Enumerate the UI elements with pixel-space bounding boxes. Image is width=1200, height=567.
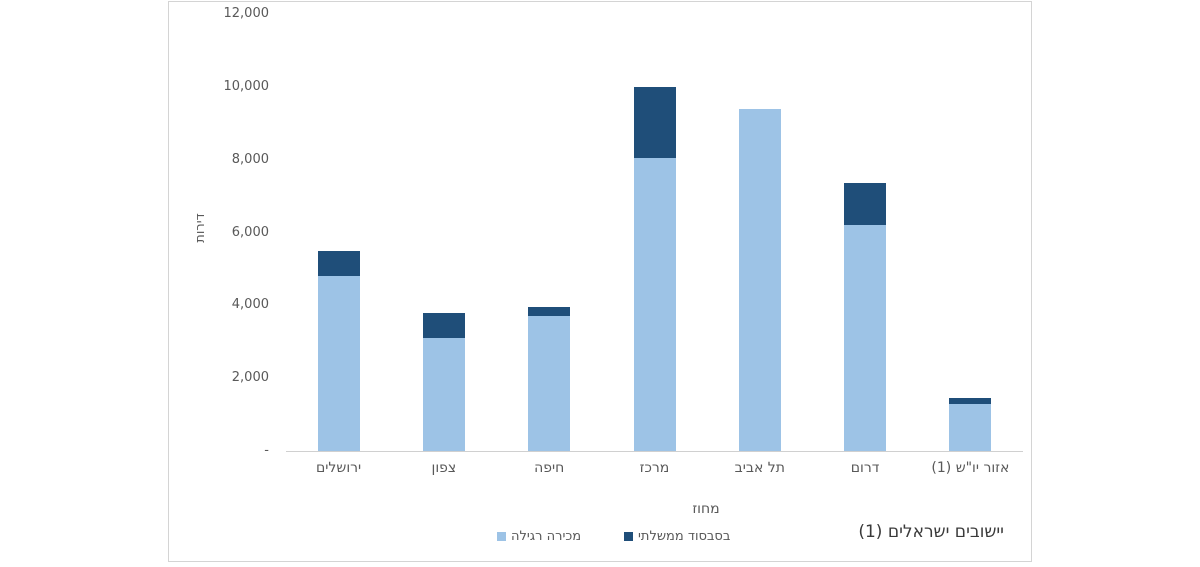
bar-segment-gov-subsidized: [528, 307, 571, 317]
legend-label: בסבסוד ממשלתי: [638, 529, 731, 544]
x-axis-category-label: תל אביב: [734, 460, 785, 476]
plot-area: [286, 14, 1023, 452]
y-axis-tick-label: 6,000: [231, 224, 269, 240]
bar-segment-regular-sale: [633, 157, 676, 451]
bar-segment-regular-sale: [528, 316, 571, 451]
legend-item-regular-sale: מכירה רגילה: [497, 529, 581, 544]
legend-item-gov-subsidized: בסבסוד ממשלתי: [624, 529, 730, 544]
bar-segment-regular-sale: [949, 403, 992, 451]
x-axis-category-label: מרכז: [639, 460, 670, 476]
x-axis-category-label: צפון: [431, 460, 457, 476]
bar-segment-gov-subsidized: [422, 312, 465, 339]
footnote: (1) יישובים ישראלים: [858, 522, 1004, 542]
bar-segment-regular-sale: [844, 225, 887, 451]
y-axis-tick-label: 12,000: [223, 6, 270, 21]
x-axis-title: מחוז: [692, 501, 720, 517]
bar-segment-gov-subsidized: [844, 183, 887, 226]
bar-segment-gov-subsidized: [633, 86, 676, 158]
stacked-bar-chart: דירות -2,000 4,000 6,000 8,000 10,000 12,000 …: [168, 1, 1032, 562]
y-axis-tick-label: 10,000: [223, 78, 270, 94]
bar-segment-regular-sale: [738, 108, 781, 451]
legend-swatch-icon: [497, 532, 506, 541]
x-axis-category-label: ירושלים: [316, 460, 362, 476]
bar-segment-regular-sale: [422, 338, 465, 451]
bar-segment-regular-sale: [317, 276, 360, 451]
x-axis-category-label: אזור יו"ש (1): [931, 460, 1010, 476]
bar-segment-gov-subsidized: [949, 398, 992, 404]
legend-label: מכירה רגילה: [511, 529, 582, 544]
y-axis-tick-label: 2,000: [231, 370, 269, 386]
x-axis-category-label: חיפה: [534, 460, 565, 476]
y-axis-tick-label: 8,000: [231, 151, 269, 167]
x-axis-category-label: דרום: [850, 460, 880, 476]
legend-swatch-icon: [624, 532, 633, 541]
y-axis-tick-label: 4,000: [231, 297, 269, 313]
y-axis-tick-label: -: [264, 443, 269, 458]
bar-segment-gov-subsidized: [317, 250, 360, 277]
